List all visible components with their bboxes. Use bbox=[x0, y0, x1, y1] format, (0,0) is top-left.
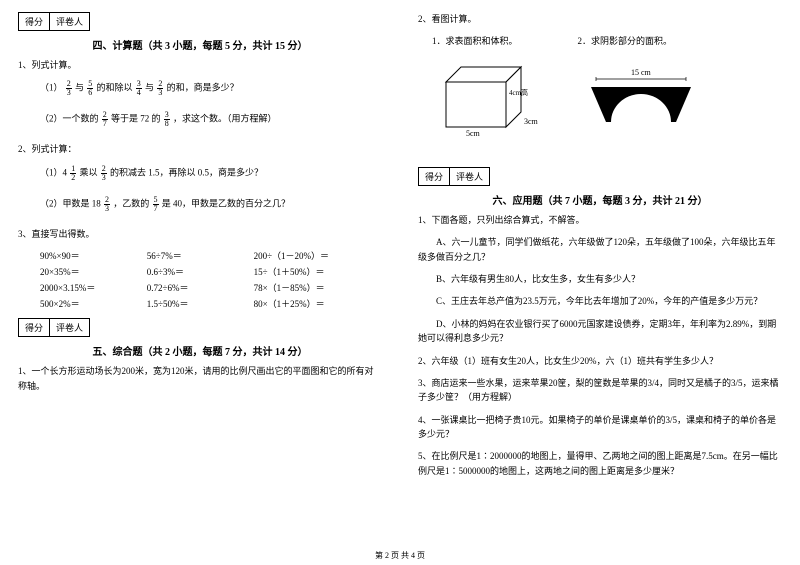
frac-3-4: 34 bbox=[136, 80, 142, 97]
r1b: B、六年级有男生80人，比女生多，女生有多少人？ bbox=[418, 272, 782, 286]
page-footer: 第 2 页 共 4 页 bbox=[0, 550, 800, 561]
cell: 0.6÷3%＝ bbox=[147, 265, 246, 278]
cell: 0.72÷6%＝ bbox=[147, 281, 246, 294]
cell: 200÷（1－20%）＝ bbox=[254, 249, 382, 262]
t: 的和，商是多少？ bbox=[167, 83, 239, 93]
grader-label: 评卷人 bbox=[450, 168, 489, 185]
cell: 15÷（1＋50%）＝ bbox=[254, 265, 382, 278]
cell: 78×（1－85%）＝ bbox=[254, 281, 382, 294]
score-label: 得分 bbox=[19, 13, 50, 30]
frac-1-2: 12 bbox=[70, 165, 76, 182]
t: （1）4 bbox=[40, 167, 67, 177]
frac-2-3: 23 bbox=[66, 80, 72, 97]
section-5-title: 五、综合题（共 2 小题，每题 7 分，共计 14 分） bbox=[18, 343, 382, 358]
frac-3-8: 38 bbox=[164, 111, 170, 128]
t: 乘以 bbox=[80, 167, 98, 177]
box-height-label: 4cm高 bbox=[509, 88, 528, 97]
r-q2-stem: 2、看图计算。 bbox=[418, 12, 782, 26]
score-label: 得分 bbox=[19, 319, 50, 336]
t: ，求这个数。（用方程解） bbox=[173, 114, 277, 124]
grader-label: 评卷人 bbox=[50, 13, 89, 30]
r2: 2、六年级（1）班有女生20人，比女生少20%，六（1）班共有学生多少人？ bbox=[418, 354, 782, 368]
frac-5-6: 56 bbox=[87, 80, 93, 97]
r-q2-1: 1．求表面积和体积。 bbox=[432, 34, 518, 48]
grader-label: 评卷人 bbox=[50, 319, 89, 336]
t: （1） bbox=[40, 83, 63, 93]
q2-2: （2）甲数是 18 23 ，乙数的 57 是 40，甲数是乙数的百分之几？ bbox=[18, 196, 382, 213]
q2-stem: 2、列式计算： bbox=[18, 142, 382, 156]
r-q2-2: 2．求阴影部分的面积。 bbox=[578, 34, 673, 48]
frac-2-3b: 23 bbox=[157, 80, 163, 97]
cuboid-figure: 4cm高 3cm 5cm bbox=[436, 57, 546, 137]
cell: 20×35%＝ bbox=[40, 265, 139, 278]
q1-2: （2）一个数的 27 等于是 72 的 38 ，求这个数。（用方程解） bbox=[18, 111, 382, 128]
t: 是 40，甲数是乙数的百分之几？ bbox=[162, 198, 290, 208]
frac-2-3d: 23 bbox=[104, 196, 110, 213]
q2-1: （1）4 12 乘以 23 的积减去 1.5，再除以 0.5，商是多少？ bbox=[18, 165, 382, 182]
t: 的积减去 1.5，再除以 0.5，商是多少？ bbox=[110, 167, 263, 177]
arch-width-label: 15 cm bbox=[631, 68, 652, 77]
frac-2-3c: 23 bbox=[101, 165, 107, 182]
score-box-sec5: 得分 评卷人 bbox=[18, 318, 90, 337]
r1: 1、下面各题，只列出综合算式，不解答。 bbox=[418, 213, 782, 227]
r1c: C、王庄去年总产值为23.5万元，今年比去年增加了20%，今年的产值是多少万元？ bbox=[418, 294, 782, 308]
frac-5-7: 57 bbox=[153, 196, 159, 213]
q1-1: （1） 23 与 56 的和除以 34 与 23 的和，商是多少？ bbox=[18, 80, 382, 97]
t: 的和除以 bbox=[97, 83, 133, 93]
cell: 90%×90＝ bbox=[40, 249, 139, 262]
box-width-label: 5cm bbox=[466, 129, 481, 137]
score-box-sec6: 得分 评卷人 bbox=[418, 167, 490, 186]
t: （2）一个数的 bbox=[40, 114, 99, 124]
cell: 56÷7%＝ bbox=[147, 249, 246, 262]
box-depth-label: 3cm bbox=[524, 117, 539, 126]
t: （2）甲数是 18 bbox=[40, 198, 101, 208]
arch-figure: 15 cm bbox=[576, 57, 706, 137]
r5: 5、在比例尺是1∶2000000的地图上，量得甲、乙两地之间的图上距离是7.5c… bbox=[418, 449, 782, 478]
arithmetic-grid: 90%×90＝ 56÷7%＝ 200÷（1－20%）＝ 20×35%＝ 0.6÷… bbox=[18, 249, 382, 310]
r4: 4、一张课桌比一把椅子贵10元。如果椅子的单价是课桌单价的3/5，课桌和椅子的单… bbox=[418, 413, 782, 442]
cell: 2000×3.15%＝ bbox=[40, 281, 139, 294]
t: 等于是 72 的 bbox=[111, 114, 161, 124]
cell: 500×2%＝ bbox=[40, 297, 139, 310]
score-label: 得分 bbox=[419, 168, 450, 185]
section-4-title: 四、计算题（共 3 小题，每题 5 分，共计 15 分） bbox=[18, 37, 382, 52]
cell: 1.5÷50%＝ bbox=[147, 297, 246, 310]
score-box-sec4: 得分 评卷人 bbox=[18, 12, 90, 31]
section-6-title: 六、应用题（共 7 小题，每题 3 分，共计 21 分） bbox=[418, 192, 782, 207]
t: 与 bbox=[75, 83, 84, 93]
r1d: D、小林的妈妈在农业银行买了6000元国家建设债券，定期3年，年利率为2.89%… bbox=[418, 317, 782, 346]
cell: 80×（1＋25%）＝ bbox=[254, 297, 382, 310]
r1a: A、六一儿童节，同学们做纸花，六年级做了120朵，五年级做了100朵，六年级比五… bbox=[418, 235, 782, 264]
t: ，乙数的 bbox=[113, 198, 149, 208]
q3-stem: 3、直接写出得数。 bbox=[18, 227, 382, 241]
sec5-q1: 1、一个长方形运动场长为200米，宽为120米，请用的比例尺画出它的平面图和它的… bbox=[18, 364, 382, 393]
r3: 3、商店运来一些水果，运来苹果20筐，梨的筐数是苹果的3/4，同时又是橘子的3/… bbox=[418, 376, 782, 405]
q1-stem: 1、列式计算。 bbox=[18, 58, 382, 72]
frac-2-7: 27 bbox=[102, 111, 108, 128]
t: 与 bbox=[145, 83, 154, 93]
